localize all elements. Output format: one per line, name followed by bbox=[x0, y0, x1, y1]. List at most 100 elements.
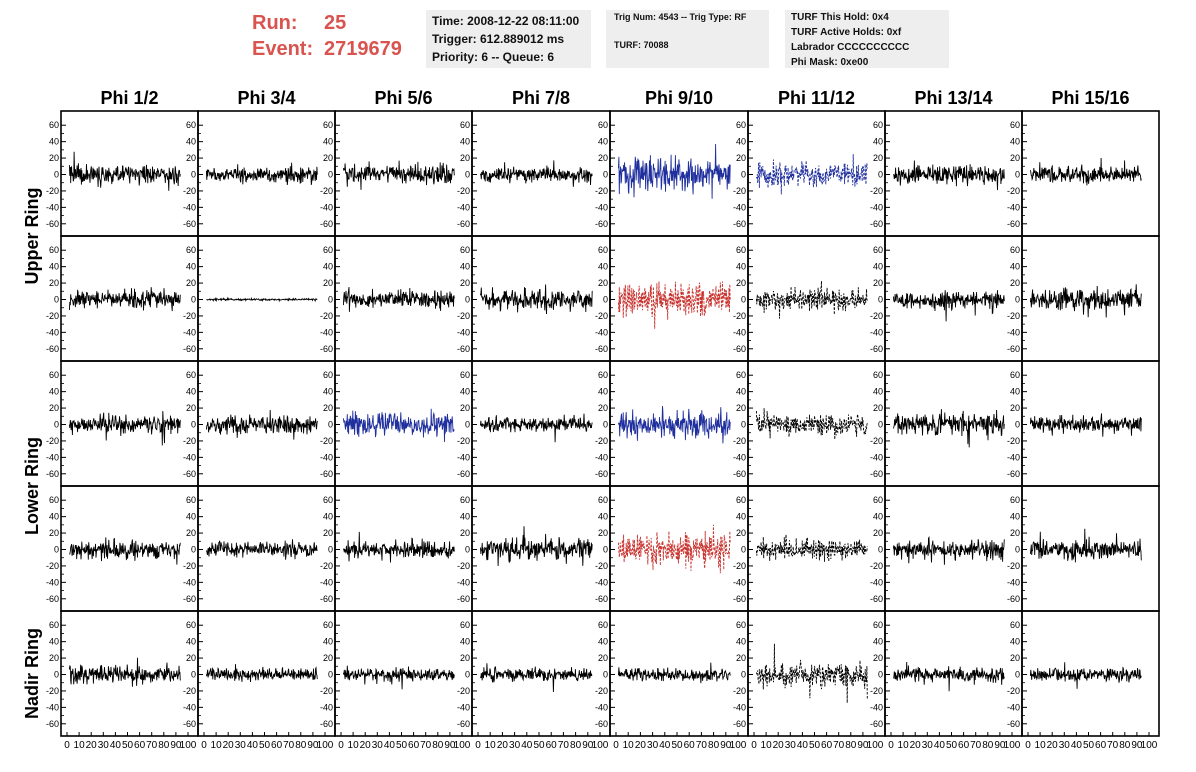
waveform-trace bbox=[755, 643, 868, 703]
y-tick-label: 40 bbox=[49, 262, 59, 272]
y-tick-label: 40 bbox=[1010, 512, 1020, 522]
y-tick-label: 60 bbox=[186, 620, 196, 630]
row-title: Nadir Ring bbox=[22, 628, 42, 719]
y-tick-label: 40 bbox=[598, 387, 608, 397]
waveform-trace bbox=[205, 409, 318, 440]
y-tick-label: -40 bbox=[1007, 452, 1020, 462]
x-tick-label: 40 bbox=[247, 740, 259, 751]
waveform-trace bbox=[617, 524, 731, 574]
x-tick-label: 30 bbox=[98, 740, 110, 751]
y-tick-label: 20 bbox=[460, 403, 470, 413]
y-tick-label: 20 bbox=[460, 153, 470, 163]
y-tick-label: 40 bbox=[873, 262, 883, 272]
event-value: 2719679 bbox=[324, 38, 402, 60]
y-tick-label: -20 bbox=[595, 436, 608, 446]
y-tick-label: -20 bbox=[46, 561, 59, 571]
waveform-trace bbox=[68, 151, 181, 191]
y-tick-label: 60 bbox=[323, 620, 333, 630]
y-tick-label: 0 bbox=[878, 545, 883, 555]
y-tick-label: 0 bbox=[603, 170, 608, 180]
y-tick-label: 0 bbox=[328, 545, 333, 555]
waveform-trace bbox=[69, 537, 181, 565]
y-tick-label: 20 bbox=[1010, 153, 1020, 163]
y-tick-label: 40 bbox=[1010, 387, 1020, 397]
y-tick-label: -40 bbox=[733, 327, 746, 337]
waveform-trace bbox=[755, 154, 868, 195]
y-tick-label: 60 bbox=[460, 370, 470, 380]
y-tick-label: 20 bbox=[49, 278, 59, 288]
y-tick-label: 0 bbox=[741, 420, 746, 430]
x-tick-label: 30 bbox=[235, 740, 247, 751]
y-tick-label: -60 bbox=[1007, 219, 1020, 229]
y-tick-label: 60 bbox=[736, 245, 746, 255]
x-tick-label: 60 bbox=[271, 740, 283, 751]
x-tick-label: 70 bbox=[420, 740, 432, 751]
y-tick-label: 0 bbox=[191, 295, 196, 305]
waveform-trace bbox=[1029, 284, 1142, 318]
y-tick-label: -20 bbox=[183, 311, 196, 321]
trigger-text: Trigger: 612.889012 ms bbox=[432, 32, 565, 46]
y-tick-label: 20 bbox=[49, 653, 59, 663]
x-tick-label: 50 bbox=[946, 740, 958, 751]
y-tick-label: 40 bbox=[1010, 637, 1020, 647]
row-title: Lower Ring bbox=[22, 437, 42, 535]
y-tick-label: 40 bbox=[736, 262, 746, 272]
y-tick-label: 0 bbox=[465, 545, 470, 555]
column-title: Phi 11/12 bbox=[778, 88, 855, 108]
waveform-trace bbox=[1029, 662, 1142, 689]
y-tick-label: 40 bbox=[873, 387, 883, 397]
y-tick-label: 60 bbox=[460, 245, 470, 255]
y-tick-label: 20 bbox=[598, 653, 608, 663]
y-tick-label: 60 bbox=[873, 370, 883, 380]
y-tick-label: 40 bbox=[49, 637, 59, 647]
y-tick-label: -40 bbox=[1007, 327, 1020, 337]
y-tick-label: -40 bbox=[1007, 202, 1020, 212]
y-tick-label: -60 bbox=[457, 469, 470, 479]
labrador-text: Labrador CCCCCCCCCC bbox=[791, 42, 910, 53]
y-tick-label: 0 bbox=[328, 295, 333, 305]
y-tick-label: -20 bbox=[183, 561, 196, 571]
y-tick-label: -20 bbox=[595, 311, 608, 321]
y-tick-label: -40 bbox=[870, 577, 883, 587]
y-tick-label: 60 bbox=[49, 245, 59, 255]
waveform-trace bbox=[342, 287, 455, 312]
waveform-trace bbox=[1029, 528, 1142, 563]
y-tick-label: 0 bbox=[603, 420, 608, 430]
y-tick-label: -20 bbox=[870, 311, 883, 321]
y-tick-label: 0 bbox=[328, 420, 333, 430]
x-tick-label: 90 bbox=[170, 740, 182, 751]
event-header: Run: 25 Event: 2719679 Time: 2008-12-22 08… bbox=[0, 0, 1196, 80]
y-tick-label: -40 bbox=[457, 327, 470, 337]
y-tick-label: 40 bbox=[598, 512, 608, 522]
waveform-trace bbox=[68, 411, 181, 446]
y-tick-label: 60 bbox=[323, 495, 333, 505]
y-tick-label: -60 bbox=[1007, 594, 1020, 604]
y-tick-label: -60 bbox=[733, 469, 746, 479]
x-tick-label: 30 bbox=[1059, 740, 1071, 751]
y-tick-label: -40 bbox=[595, 702, 608, 712]
y-tick-label: 20 bbox=[49, 528, 59, 538]
y-tick-label: 60 bbox=[186, 370, 196, 380]
y-tick-label: 20 bbox=[736, 653, 746, 663]
waveform-trace bbox=[617, 405, 731, 444]
x-tick-label: 90 bbox=[1131, 740, 1143, 751]
column-title: Phi 15/16 bbox=[1051, 88, 1129, 108]
y-tick-label: -60 bbox=[595, 469, 608, 479]
y-tick-label: -40 bbox=[320, 452, 333, 462]
y-tick-label: -60 bbox=[320, 719, 333, 729]
run-event-box: Run: 25 Event: 2719679 bbox=[252, 10, 402, 62]
y-tick-label: 60 bbox=[186, 495, 196, 505]
y-tick-label: -40 bbox=[320, 702, 333, 712]
y-tick-label: 0 bbox=[878, 295, 883, 305]
x-tick-label: 70 bbox=[558, 740, 570, 751]
y-tick-label: -60 bbox=[46, 719, 59, 729]
y-tick-label: 0 bbox=[878, 670, 883, 680]
y-tick-label: 60 bbox=[873, 245, 883, 255]
y-tick-label: -20 bbox=[1007, 186, 1020, 196]
y-tick-label: -60 bbox=[46, 469, 59, 479]
x-tick-label: 80 bbox=[1119, 740, 1131, 751]
y-tick-label: 20 bbox=[186, 153, 196, 163]
y-tick-label: 40 bbox=[873, 137, 883, 147]
y-tick-label: 20 bbox=[1010, 653, 1020, 663]
